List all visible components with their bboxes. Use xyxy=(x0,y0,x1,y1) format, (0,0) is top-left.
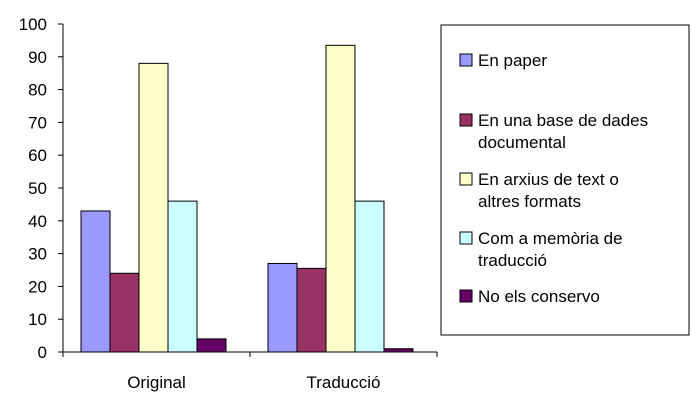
plot-area: 0 10 20 30 40 50 60 70 80 90 100 Original Traducció xyxy=(19,15,438,392)
y-tick-label: 40 xyxy=(28,212,47,231)
y-tick-label: 100 xyxy=(19,15,47,34)
bar xyxy=(267,262,298,353)
y-tick-label: 60 xyxy=(28,146,47,165)
y-tick-label: 70 xyxy=(28,113,47,132)
legend-label: documental xyxy=(478,133,566,152)
y-tick-label: 20 xyxy=(28,277,47,296)
legend-swatch xyxy=(459,113,473,127)
x-category-label: Traducció xyxy=(306,373,380,392)
bar xyxy=(80,210,111,353)
bar xyxy=(109,272,140,353)
legend-label: En una base de dades xyxy=(478,111,648,130)
legend-label: traducció xyxy=(478,251,547,270)
bar xyxy=(325,44,356,353)
y-tick-label: 50 xyxy=(28,179,47,198)
legend-items: En paper En una base de dades documental En… xyxy=(459,51,648,306)
bar xyxy=(383,348,414,353)
x-axis-ticks: Original Traducció xyxy=(62,352,438,392)
bar xyxy=(167,200,198,353)
y-tick-label: 10 xyxy=(28,310,47,329)
legend-box xyxy=(440,24,690,336)
legend-label: En paper xyxy=(478,51,547,70)
legend-label: Com a memòria de xyxy=(478,229,623,248)
legend-swatch xyxy=(459,289,473,303)
bar xyxy=(196,338,227,353)
bar xyxy=(296,267,327,353)
legend-label: altres formats xyxy=(478,192,581,211)
y-tick-label: 90 xyxy=(28,48,47,67)
legend-swatch xyxy=(459,231,473,245)
x-category-label: Original xyxy=(127,373,186,392)
y-tick-label: 30 xyxy=(28,245,47,264)
bars xyxy=(80,44,414,353)
legend-swatch xyxy=(459,53,473,67)
bar xyxy=(354,200,385,353)
y-tick-label: 0 xyxy=(38,343,47,362)
legend-label: No els conservo xyxy=(478,287,600,306)
legend: En paper En una base de dades documental En… xyxy=(440,24,690,336)
y-tick-label: 80 xyxy=(28,81,47,100)
y-axis-ticks: 0 10 20 30 40 50 60 70 80 90 100 xyxy=(19,15,63,362)
bar xyxy=(138,62,169,353)
legend-swatch xyxy=(459,172,473,186)
legend-label: En arxius de text o xyxy=(478,170,619,189)
